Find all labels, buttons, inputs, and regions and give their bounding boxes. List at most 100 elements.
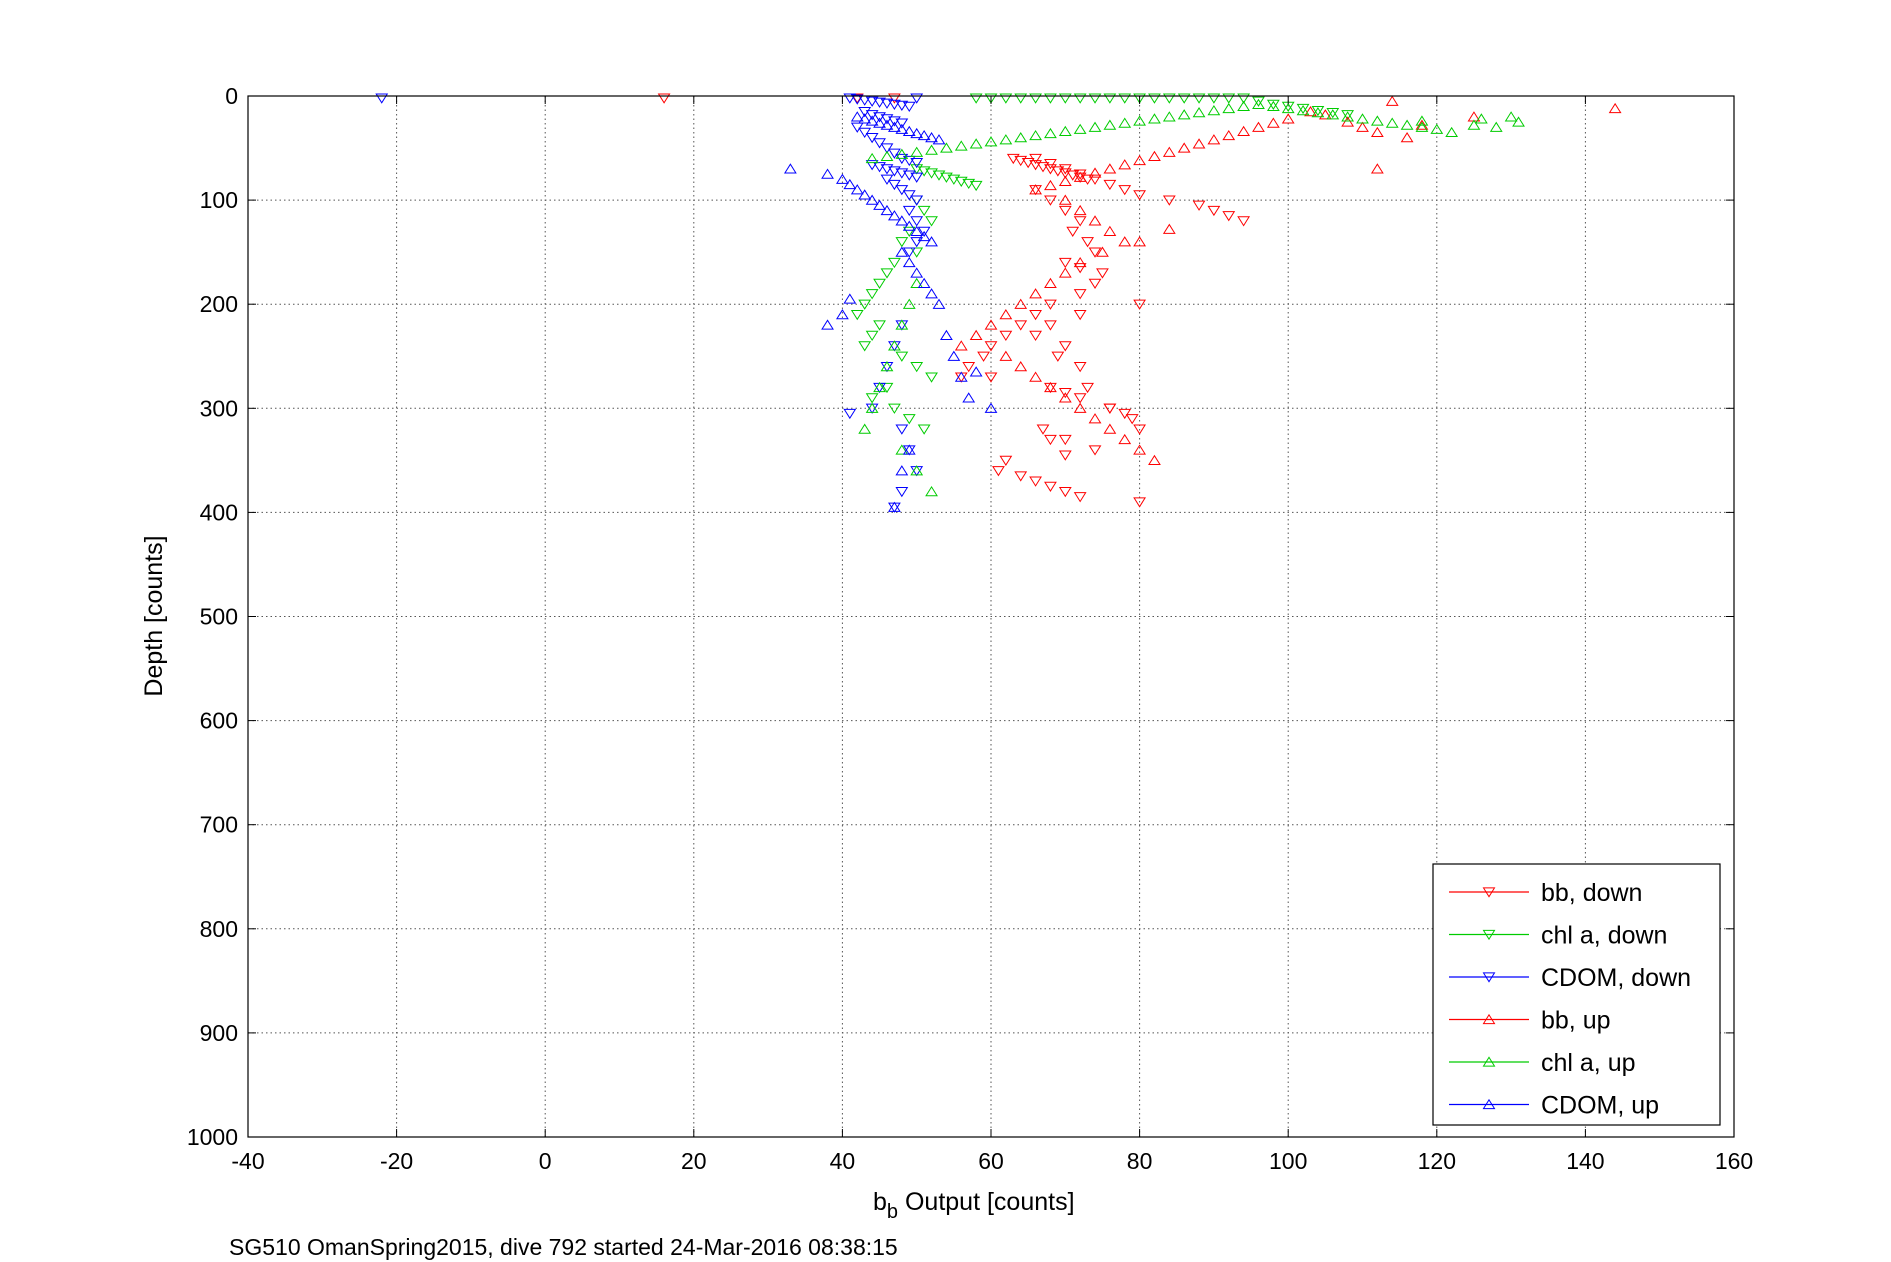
data-point: [910, 195, 924, 206]
data-point: [1044, 195, 1057, 206]
x-axis-label-subscript: b: [887, 1201, 898, 1223]
data-point: [1133, 236, 1147, 247]
data-point: [1088, 413, 1102, 424]
data-point: [1118, 433, 1132, 445]
data-point: [902, 125, 916, 137]
data-points: [375, 93, 1622, 513]
data-point: [1029, 476, 1042, 487]
data-point: [1029, 371, 1042, 382]
data-point: [925, 485, 938, 497]
data-point: [880, 268, 894, 279]
data-point: [1103, 93, 1117, 104]
data-point: [1430, 123, 1444, 134]
data-point: [1103, 119, 1117, 130]
data-point: [910, 157, 924, 169]
data-point: [1118, 236, 1132, 247]
data-point: [932, 134, 946, 145]
data-point: [1222, 102, 1236, 114]
data-point: [873, 162, 886, 173]
data-point: [1207, 205, 1221, 217]
data-point: [1133, 444, 1147, 455]
data-point: [984, 341, 998, 352]
y-tick-label: 1000: [187, 1124, 238, 1150]
data-point: [910, 237, 924, 248]
data-point: [865, 402, 879, 413]
data-point: [999, 455, 1013, 466]
data-point: [1415, 121, 1429, 132]
data-point: [1014, 298, 1028, 309]
series-chl-a-down: [850, 93, 1355, 435]
data-point: [895, 123, 909, 134]
x-tick-label: 120: [1418, 1148, 1456, 1174]
data-point: [843, 93, 857, 104]
legend-item: CDOM, up: [1449, 1092, 1659, 1120]
y-tick-label: 600: [200, 708, 238, 734]
data-point: [1118, 185, 1132, 196]
data-point: [1029, 160, 1042, 171]
data-point: [1385, 117, 1399, 128]
data-point: [1044, 127, 1057, 139]
data-point: [999, 350, 1013, 361]
data-point: [850, 309, 864, 321]
data-point: [1133, 299, 1147, 310]
data-point: [984, 136, 998, 147]
data-point: [873, 117, 886, 128]
data-point: [962, 392, 976, 403]
data-point: [1014, 155, 1028, 167]
data-point: [865, 194, 879, 205]
data-point: [1029, 184, 1042, 195]
data-point: [1044, 277, 1057, 289]
data-point: [895, 168, 909, 179]
data-point: [1058, 125, 1072, 137]
data-point: [1081, 237, 1094, 248]
data-point: [1014, 471, 1028, 482]
data-point: [1356, 113, 1369, 124]
data-point: [1192, 138, 1206, 149]
data-point: [1148, 113, 1161, 124]
data-point: [1133, 497, 1147, 508]
data-point: [880, 361, 894, 372]
data-point: [1029, 309, 1042, 321]
data-point: [910, 277, 924, 289]
data-point: [1096, 268, 1109, 279]
legend-label: bb, down: [1541, 879, 1642, 907]
data-point: [999, 134, 1013, 145]
data-point: [969, 93, 983, 104]
series-chl-a-up: [858, 98, 1525, 497]
legend-marker: [1482, 1098, 1496, 1110]
data-point: [1058, 194, 1072, 205]
data-point: [1088, 174, 1102, 185]
data-point: [858, 127, 872, 139]
data-point: [1296, 104, 1310, 116]
data-point: [940, 172, 953, 183]
data-point: [888, 210, 901, 221]
data-point: [1103, 225, 1117, 236]
legend-item: bb, down: [1449, 879, 1642, 907]
data-point: [1058, 450, 1072, 461]
data-point: [902, 170, 916, 181]
data-point: [888, 179, 901, 191]
legend-label: CDOM, down: [1541, 964, 1691, 992]
data-point: [1029, 330, 1042, 342]
data-point: [1326, 109, 1340, 120]
y-tick-label: 300: [200, 395, 238, 421]
data-point: [1326, 108, 1340, 119]
data-point: [1044, 434, 1057, 446]
data-point: [1014, 132, 1028, 143]
data-point: [1088, 445, 1102, 456]
data-point: [954, 140, 968, 151]
data-point: [1044, 381, 1057, 393]
data-point: [895, 486, 909, 498]
data-point: [888, 501, 901, 512]
data-point: [902, 414, 916, 425]
data-point: [1073, 492, 1087, 503]
data-point: [843, 408, 857, 420]
legend-item: CDOM, down: [1449, 964, 1691, 992]
data-point: [1192, 107, 1206, 118]
data-point: [902, 226, 916, 237]
data-point: [835, 173, 849, 184]
data-point: [1341, 116, 1355, 127]
data-point: [910, 93, 924, 104]
data-point: [895, 246, 909, 257]
data-point: [1311, 105, 1325, 117]
